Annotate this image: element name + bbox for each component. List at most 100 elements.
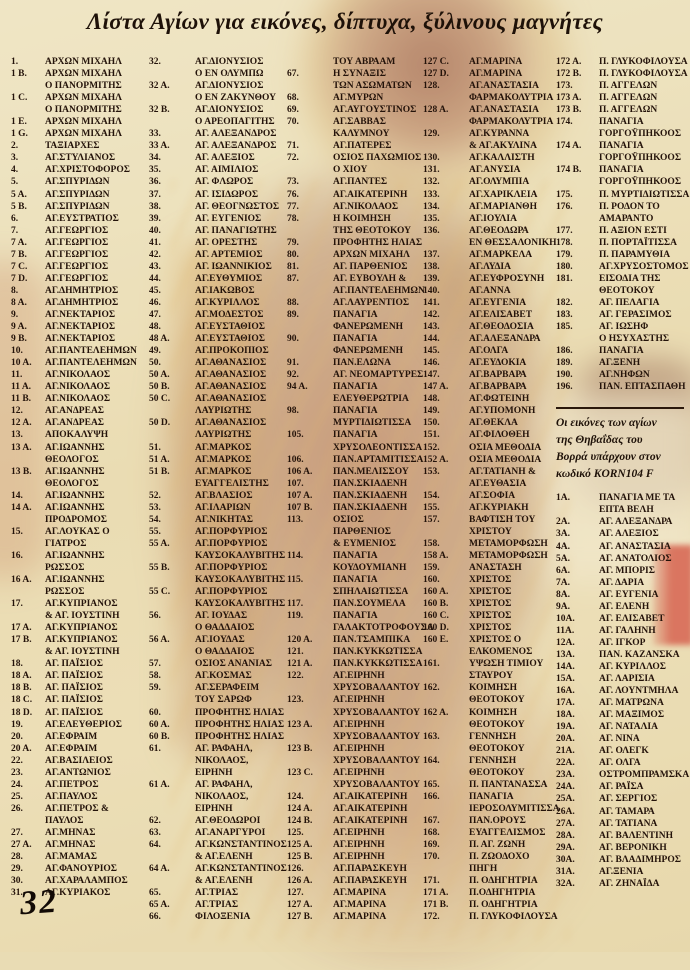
- entry-name: ΠΑΝΑΓΙΑ ΜΕ ΤΑ ΕΠΤΑ ΒΕΛΗ: [599, 493, 676, 516]
- entry-number: 113.: [287, 514, 304, 525]
- saint-list-item: 33 A. ΑΓ. ΑΛΕΞΑΝΔΡΟΣ: [149, 140, 287, 152]
- entry-name: ΑΓ.ΣΤΥΛΙΑΝΟΣ: [45, 153, 116, 164]
- entry-number: 162.: [423, 683, 440, 694]
- saint-list-item: 50 A. ΑΓ.ΑΘΑΝΑΣΙΟΣ: [149, 369, 287, 381]
- entry-number: 1A.: [556, 493, 570, 504]
- entry-name: ΑΓ.ΕΙΡΗΝΗ ΧΡΥΣΟΒΑΛΑΝΤΟΥ: [333, 719, 421, 742]
- entry-name: ΕΥΑΓΓΕΛΙΣΜΟΣ: [469, 828, 546, 838]
- entry-name: ΑΓ. ΙΩΑΝΝΙΚΙΟΣ: [195, 261, 272, 272]
- entry-number: 144.: [423, 334, 440, 345]
- saint-list-item: 51 A. ΑΓ.ΜΑΡΚΟΣ: [149, 454, 287, 466]
- entry-name: ΑΓ. ΛΟΥΝΤΜΗΛΑ: [599, 686, 679, 697]
- entry-number: 166.: [423, 791, 440, 802]
- saint-list-item: 173 A. Π. ΑΓΓΕΛΩΝ: [556, 92, 690, 104]
- entry-number: 31A.: [556, 866, 575, 877]
- entry-name: ΑΓ.ΒΑΣΙΛΕΙΟΣ: [45, 755, 113, 766]
- entry-name: ΑΓ.ΣΑΒΒΑΣ ΚΑΛΥΜΝΟΥ: [333, 117, 390, 140]
- entry-number: 4A.: [556, 541, 570, 552]
- entry-number: 89.: [287, 309, 299, 320]
- saint-list-item: 71. ΑΓ.ΠΑΤΕΡΕΣ: [287, 140, 423, 152]
- entry-name: ΑΓ.ΑΝΑΣΤΑΣΙΑ ΦΑΡΜΑΚΟΛΥΤΡΙΑ: [469, 105, 554, 128]
- saint-list-item: 89. ΠΑΝΑΓΙΑ ΦΑΝΕΡΩΜΕΝΗ: [287, 309, 423, 333]
- entry-name: ΑΓ.ΠΑΝΤΕΛΕΗΜΩΝ: [45, 358, 137, 369]
- entry-number: 23A.: [556, 770, 575, 781]
- entry-number: 158.: [423, 538, 440, 549]
- entry-number: 6A.: [556, 565, 570, 576]
- saint-list-item: 38. ΑΓ. ΘΕΟΓΝΩΣΤΟΣ: [149, 201, 287, 213]
- entry-name: ΑΓ.ΣΟΦΙΑ: [469, 490, 516, 501]
- entry-name: ΑΓ.ΝΕΚΤΑΡΙΟΣ: [45, 334, 116, 345]
- entry-name: ΑΓ.ΟΛΥΜΠΙΑ: [469, 177, 530, 188]
- entry-name: Π. ΓΛΥΚΟΦΙΛΟΥΣΑ: [469, 912, 558, 923]
- entry-name: ΑΓ.ΜΑΡΙΑΝΘΗ: [469, 201, 537, 212]
- saint-list-item: 158 A. ΜΕΤΑΜΟΡΦΩΣΗ: [423, 550, 556, 562]
- saint-list-item: 26A. ΑΓ. ΤΑΜΑΡΑ: [556, 806, 690, 818]
- saint-list-item: 46. ΑΓ.ΚΥΡΙΛΛΟΣ: [149, 297, 287, 309]
- entry-number: 18 A.: [11, 671, 32, 682]
- entry-number: 9 A.: [11, 322, 27, 333]
- entry-number: 173 B.: [556, 105, 582, 116]
- entry-name: ΑΓ.ΘΕΟΔΩΡΑ ΕΝ ΘΕΣΣΑΛΟΝΙΚΗ: [469, 225, 557, 248]
- entry-number: 134.: [423, 201, 440, 212]
- entry-number: 173.: [556, 81, 573, 92]
- entry-number: 11 A.: [11, 382, 32, 393]
- entry-name: ΑΓ.ΑΙΚΑΤΕΡΙΝΗ: [333, 815, 408, 826]
- entry-name: ΑΓ.ΕΥΦΡΟΣΥΝΗ: [469, 273, 545, 284]
- entry-number: 11.: [11, 370, 23, 381]
- entry-number: 48 A.: [149, 334, 170, 345]
- saint-list-item: 123 A. ΑΓ.ΕΙΡΗΝΗ ΧΡΥΣΟΒΑΛΑΝΤΟΥ: [287, 719, 423, 743]
- entry-number: 39.: [149, 213, 161, 224]
- entry-number: 143.: [423, 322, 440, 333]
- entry-name: ΟΣΤΡΟΜΠΡΑΜΣΚΑ: [599, 770, 690, 781]
- entry-name: ΑΓ.ΑΝΑΡΓΥΡΟΙ: [195, 828, 266, 838]
- saint-list-item: 7 C. ΑΓ.ΓΕΩΡΓΙΟΣ: [11, 261, 149, 273]
- saint-list-item: 4A. ΑΓ. ΑΝΑΣΤΑΣΙΑ: [556, 541, 690, 553]
- entry-number: 54.: [149, 514, 161, 525]
- saint-list-item: 126 A. ΑΓ.ΠΑΡΑΣΚΕΥΗ: [287, 875, 423, 887]
- saint-list-item: 106 A. ΠΑΝ.ΜΕΛΙΣΣΟΥ: [287, 466, 423, 478]
- entry-number: 146.: [423, 358, 440, 369]
- entry-name: ΑΓ.ΞΕΝΙΑ: [599, 866, 644, 877]
- saint-list-item: 16 A. ΑΓ.ΙΩΑΝΝΗΣ ΡΩΣΣΟΣ: [11, 574, 149, 598]
- entry-number: 76.: [287, 189, 299, 200]
- entry-name: ΑΓ. ΝΕΟΜΑΡΤΥΡΕΣ: [333, 370, 424, 381]
- saint-list-item: 114. ΠΑΝΑΓΙΑ ΚΟΥΔΟΥΜΙΑΝΗ: [287, 550, 423, 574]
- saint-list-item: 170. Π. ΖΩΟΔΟΧΟ ΠΗΓΗ: [423, 851, 556, 875]
- entry-name: ΓΕΝΝΗΣΗ ΘΕΟΤΟΚΟΥ: [469, 755, 525, 778]
- saint-list-item: 14 A. ΑΓ.ΙΩΑΝΝΗΣ ΠΡΟΔΡΟΜΟΣ: [11, 502, 149, 526]
- entry-number: 126 A.: [287, 876, 313, 887]
- saint-list-item: 5 A. ΑΓ.ΣΠΥΡΙΔΩΝ: [11, 189, 149, 201]
- saint-list-item: 13 A. ΑΓ.ΙΩΑΝΝΗΣ ΘΕΟΛΟΓΟΣ: [11, 442, 149, 466]
- entry-name: ΠΑΝΑΓΙΑ ΧΡΥΣΟΛΕΟΝΤΙΣΣΑ: [333, 430, 423, 453]
- entry-number: 68.: [287, 93, 299, 104]
- entry-number: 163.: [423, 731, 440, 742]
- entry-number: 15A.: [556, 674, 575, 685]
- entry-number: 9 B.: [11, 334, 27, 345]
- entry-name: ΑΡΧΩΝ ΜΙΧΑΗΛ: [45, 129, 122, 140]
- entry-name: ΑΓ.ΝΙΚΗΤΑΣ: [195, 514, 253, 525]
- entry-name: ΑΓ. ΠΑΪΣΙΟΣ: [45, 671, 103, 682]
- saint-list-item: 7 B. ΑΓ.ΓΕΩΡΓΙΟΣ: [11, 249, 149, 261]
- entry-number: 16 A.: [11, 575, 32, 586]
- entry-number: 124 A.: [287, 803, 313, 814]
- entry-name: ΚΟΙΜΗΣΗ ΘΕΟΤΟΚΟΥ: [469, 707, 525, 730]
- entry-name: ΑΓ. ΕΛΕΝΗ: [599, 601, 650, 612]
- saint-list-item: 17A. ΑΓ. ΜΑΤΡΩΝΑ: [556, 697, 690, 709]
- entry-name: ΑΓ.ΧΑΡΑΛΑΜΠΟΣ: [45, 876, 128, 887]
- entry-name: Π. ΟΔΗΓΗΤΡΙΑ: [469, 876, 538, 887]
- entry-number: 127 D.: [423, 69, 449, 80]
- entry-name: ΑΓ.ΤΡΙΑΣ: [195, 900, 239, 911]
- saint-list-item: 10A. ΑΓ. ΕΛΙΣΑΒΕΤ: [556, 613, 690, 625]
- entry-number: 7.: [11, 225, 19, 236]
- entry-number: 49.: [149, 346, 161, 357]
- saint-list-item: 121 A. ΠΑΝ.ΚΥΚΚΩΤΙΣΣΑ: [287, 658, 423, 670]
- entry-name: ΑΓ. ΚΥΡΙΛΛΟΣ: [599, 661, 666, 672]
- entry-name: ΑΓ.ΚΩΝΣΤΑΝΤΙΝΟΣ & ΑΓ.ΕΛΕΝΗ: [195, 864, 287, 887]
- entry-name: Π. ΖΩΟΔΟΧΟ ΠΗΓΗ: [469, 852, 530, 875]
- entry-name: ΟΣΙΟΣ ΠΑΧΩΜΙΟΣ Ο ΧΙΟΥ: [333, 153, 422, 176]
- entry-name: ΑΓ.ΟΛΓΑ: [469, 346, 509, 357]
- saint-list-item: 40. ΑΓ. ΠΑΝΑΓΙΩΤΗΣ: [149, 225, 287, 237]
- saint-list-item: 125 A. ΑΓ.ΕΙΡΗΝΗ: [287, 839, 423, 851]
- entry-number: 15.: [11, 526, 23, 537]
- entry-name: Π. ΠΑΝΤΑΝΑΣΣΑ: [469, 779, 548, 790]
